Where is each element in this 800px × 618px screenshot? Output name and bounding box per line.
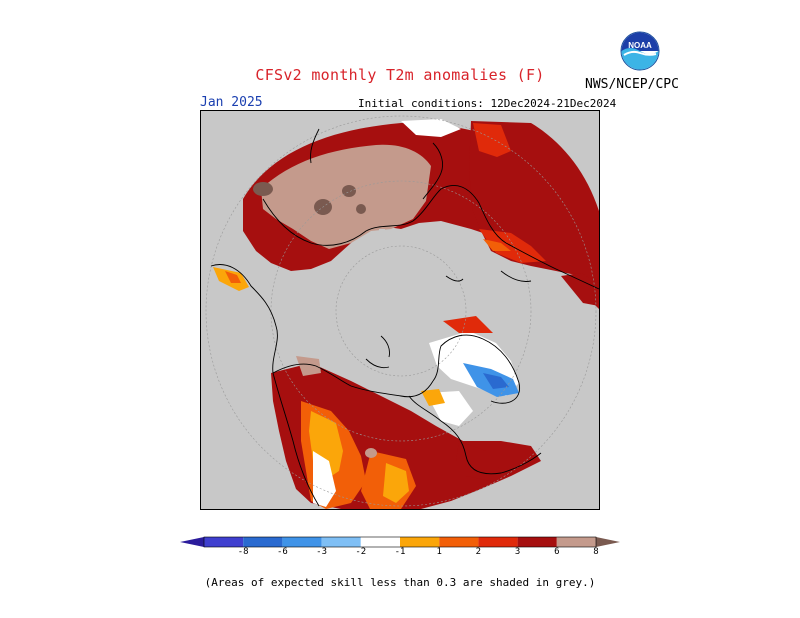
noaa-logo: NOAA [620,31,660,71]
legend-tick-label: 3 [514,547,521,557]
legend-tick-label: -2 [355,547,367,557]
legend-tick-label: -6 [276,547,288,557]
legend-bin [282,537,322,547]
polar-map [200,110,600,510]
europe-anomaly-region [401,119,599,306]
legend-tick-label: -3 [316,547,328,557]
legend-bin [478,537,518,547]
legend-tick-label: 8 [593,547,599,557]
north-america-anomaly-region [271,356,541,509]
legend-tick-label: -8 [237,547,249,557]
forecast-month: Jan 2025 [200,95,263,110]
legend-tick-label: 1 [436,547,442,557]
skill-footnote: (Areas of expected skill less than 0.3 a… [204,576,596,589]
initial-conditions: Initial conditions: 12Dec2024-21Dec2024 [358,97,617,110]
coastlines [210,128,599,507]
legend-tick-label: -1 [394,547,406,557]
legend-bin [556,537,596,547]
legend-bin-lowest [180,537,204,547]
svg-text:NOAA: NOAA [628,41,652,50]
legend-tick-label: 2 [475,547,482,557]
map-title: CFSv2 monthly T2m anomalies (F) [255,66,545,84]
agency-label: NWS/NCEP/CPC [585,77,679,92]
color-legend [174,533,626,555]
legend-tick-label: 6 [554,547,560,557]
legend-bin [321,537,361,547]
legend-bin [400,537,440,547]
legend-bin [204,537,244,547]
legend-bin [517,537,557,547]
legend-bin [439,537,479,547]
legend-bin [360,537,400,547]
legend-bin [243,537,283,547]
legend-bin-highest [596,537,620,547]
